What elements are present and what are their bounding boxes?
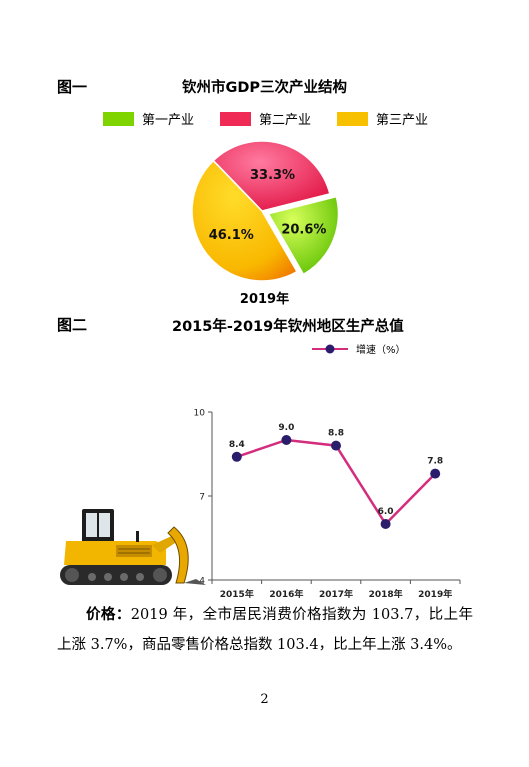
data-label: 6.0 <box>378 507 394 517</box>
y-tick-label: 7 <box>199 493 205 503</box>
data-label: 9.0 <box>278 423 294 433</box>
figure2-label: 图二 <box>57 316 88 334</box>
pie-legend: 第一产业 第二产业 第三产业 <box>103 109 428 128</box>
price-paragraph: 价格：2019 年，全市居民消费价格指数为 103.7，比上年上涨 3.7%，商… <box>57 600 473 660</box>
legend-label-tertiary: 第三产业 <box>376 113 429 128</box>
pie-slice-primary <box>267 195 340 276</box>
line-chart: 4 7 10 2015年 2016年 2017年 2018年 2019年 8.4 9.0 8.8 6… <box>194 409 461 600</box>
price-text: 2019 年，全市居民消费价格指数为 103.7，比上年上涨 3.7%，商品零售… <box>57 607 473 653</box>
figure1-label: 图一 <box>57 78 88 96</box>
x-tick-label: 2016年 <box>269 588 303 600</box>
pie-slice-secondary <box>212 140 331 212</box>
pie-label-primary: 20.6% <box>281 223 326 238</box>
data-label: 8.8 <box>328 429 344 439</box>
legend-swatch-primary <box>103 111 134 126</box>
legend-label-primary: 第一产业 <box>142 113 195 128</box>
x-tick-label: 2017年 <box>319 588 353 600</box>
pie-label-tertiary: 46.1% <box>209 228 254 243</box>
figure2-title: 2015年-2019年钦州地区生产总值 <box>172 319 404 335</box>
legend-swatch-tertiary <box>337 111 369 126</box>
pie-chart: 20.6% 33.3% 46.1% <box>191 140 340 282</box>
legend-label-secondary: 第二产业 <box>259 113 312 128</box>
page-number: 2 <box>260 692 269 707</box>
figure1-title: 钦州市GDP三次产业结构 <box>181 80 348 96</box>
pie-label-secondary: 33.3% <box>250 168 295 183</box>
data-point <box>430 468 441 479</box>
growth-series-line <box>236 438 437 526</box>
line-legend: 增速（%） <box>310 341 406 356</box>
legend-secondary-industry: 第二产业 <box>220 109 311 128</box>
y-tick-label: 10 <box>194 409 206 419</box>
legend-swatch-secondary <box>220 111 252 126</box>
x-tick-label: 2018年 <box>369 588 403 600</box>
data-point <box>281 435 292 445</box>
pie-slice-tertiary <box>191 159 299 282</box>
data-label: 8.4 <box>229 440 245 450</box>
data-point <box>331 440 341 451</box>
data-label: 7.8 <box>427 457 443 467</box>
data-point <box>231 451 242 462</box>
pie-year-label: 2019年 <box>239 292 290 307</box>
data-point <box>380 519 391 529</box>
legend-tertiary-industry: 第三产业 <box>337 109 428 128</box>
line-legend-marker <box>312 344 348 353</box>
y-tick-label: 4 <box>199 577 205 587</box>
line-legend-label: 增速（%） <box>356 345 406 356</box>
bulldozer-illustration <box>60 509 206 585</box>
price-lead: 价格： <box>86 607 131 623</box>
legend-primary-industry: 第一产业 <box>103 109 194 128</box>
x-tick-label: 2015年 <box>220 588 254 600</box>
x-tick-label: 2019年 <box>418 588 452 600</box>
